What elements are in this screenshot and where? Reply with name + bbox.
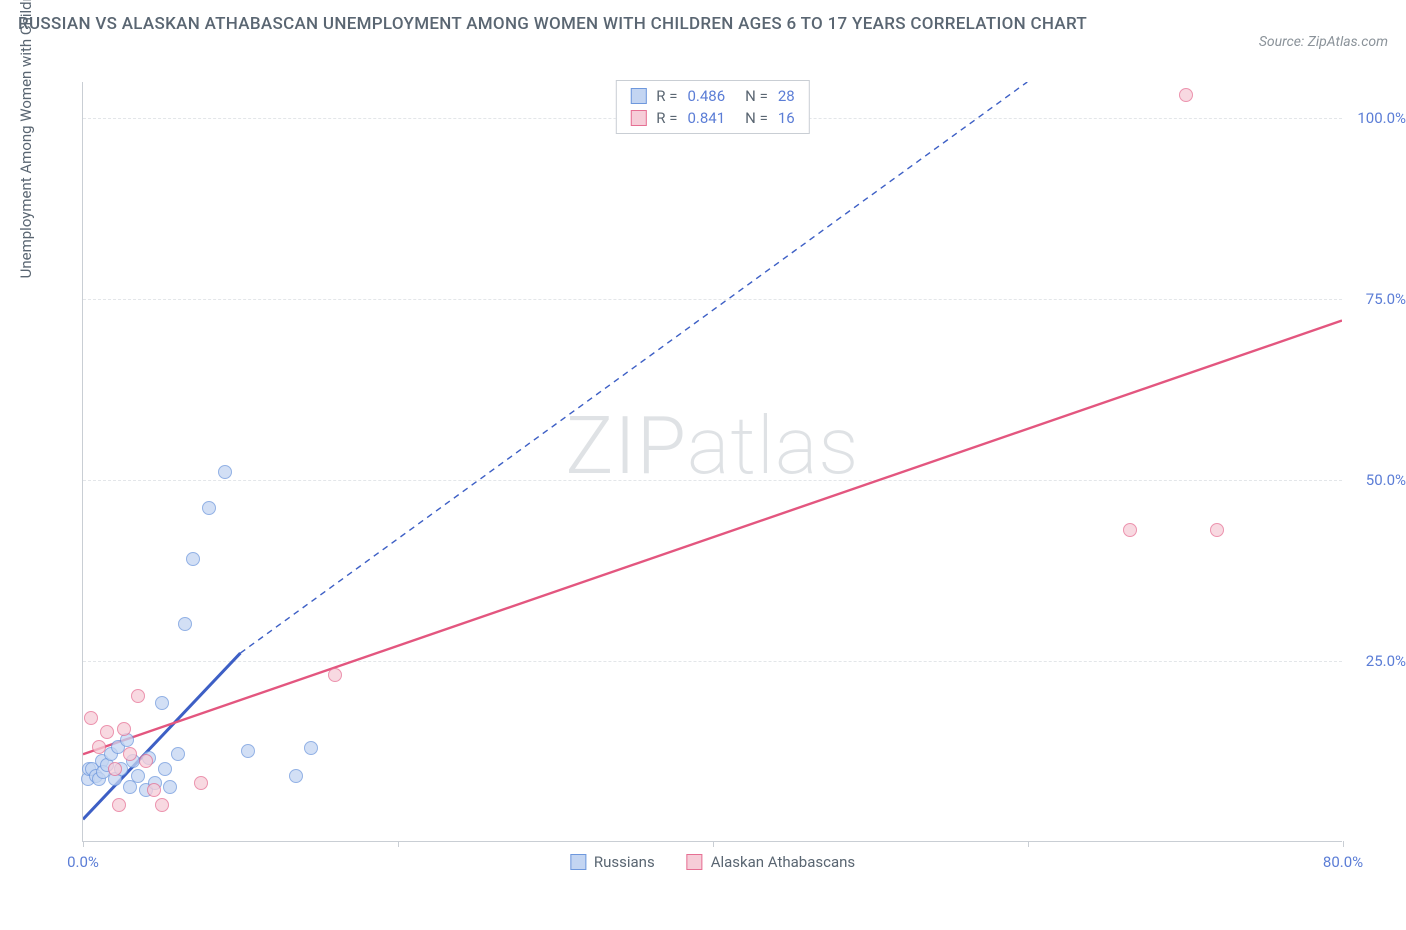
data-point [147, 783, 161, 797]
data-point [155, 798, 169, 812]
data-point [241, 744, 255, 758]
data-point [1210, 523, 1224, 537]
stats-legend: R = 0.486 N = 28 R = 0.841 N = 16 [615, 80, 809, 134]
grid-line [83, 299, 1342, 300]
legend-swatch [630, 88, 646, 104]
stat-n-value: 28 [778, 87, 795, 105]
x-tick-label: 80.0% [1323, 853, 1363, 871]
x-tick-mark [398, 841, 399, 847]
data-point [123, 747, 137, 761]
data-point [178, 617, 192, 631]
stat-r-value: 0.486 [687, 87, 725, 105]
stat-label: N = [745, 109, 768, 127]
legend-swatch [687, 854, 703, 870]
data-point [289, 769, 303, 783]
data-point [171, 747, 185, 761]
series-legend: Russians Alaskan Athabascans [570, 853, 855, 871]
legend-item: Russians [570, 853, 655, 871]
data-point [108, 762, 122, 776]
data-point [117, 722, 131, 736]
x-tick-label: 0.0% [67, 853, 99, 871]
y-tick-label: 100.0% [1357, 109, 1406, 127]
data-point [131, 689, 145, 703]
stats-legend-row: R = 0.841 N = 16 [630, 109, 794, 127]
data-point [194, 776, 208, 790]
data-point [1123, 523, 1137, 537]
x-tick-mark [1343, 841, 1344, 847]
y-axis-label: Unemployment Among Women with Children A… [17, 0, 35, 278]
legend-item: Alaskan Athabascans [687, 853, 855, 871]
stats-legend-row: R = 0.486 N = 28 [630, 87, 794, 105]
stat-label: N = [745, 87, 768, 105]
source-attribution: Source: ZipAtlas.com [1259, 34, 1388, 50]
data-point [92, 740, 106, 754]
data-point [1179, 88, 1193, 102]
grid-line [83, 480, 1342, 481]
stat-n-value: 16 [778, 109, 795, 127]
data-point [186, 552, 200, 566]
data-point [163, 780, 177, 794]
data-point [131, 769, 145, 783]
data-point [84, 711, 98, 725]
legend-label: Russians [594, 853, 655, 871]
chart-container: Unemployment Among Women with Children A… [48, 82, 1378, 882]
data-point [112, 798, 126, 812]
grid-line [83, 661, 1342, 662]
stat-label: R = [656, 109, 677, 127]
data-point [202, 501, 216, 515]
legend-label: Alaskan Athabascans [711, 853, 855, 871]
stat-label: R = [656, 87, 677, 105]
data-point [218, 465, 232, 479]
legend-swatch [570, 854, 586, 870]
y-tick-label: 25.0% [1366, 652, 1406, 670]
x-tick-mark [1028, 841, 1029, 847]
data-point [158, 762, 172, 776]
chart-title: RUSSIAN VS ALASKAN ATHABASCAN UNEMPLOYME… [18, 12, 1087, 38]
data-point [139, 754, 153, 768]
data-point [100, 725, 114, 739]
x-tick-mark [83, 841, 84, 847]
y-tick-label: 75.0% [1366, 290, 1406, 308]
stat-r-value: 0.841 [687, 109, 725, 127]
data-point [328, 668, 342, 682]
y-tick-label: 50.0% [1366, 471, 1406, 489]
x-tick-mark [713, 841, 714, 847]
plot-area: ZIPatlas R =0.486N =28R =0.841N =16 Russ… [82, 82, 1342, 842]
data-point [304, 741, 318, 755]
trend-lines-layer [83, 82, 1342, 841]
data-point [155, 696, 169, 710]
legend-swatch [630, 110, 646, 126]
